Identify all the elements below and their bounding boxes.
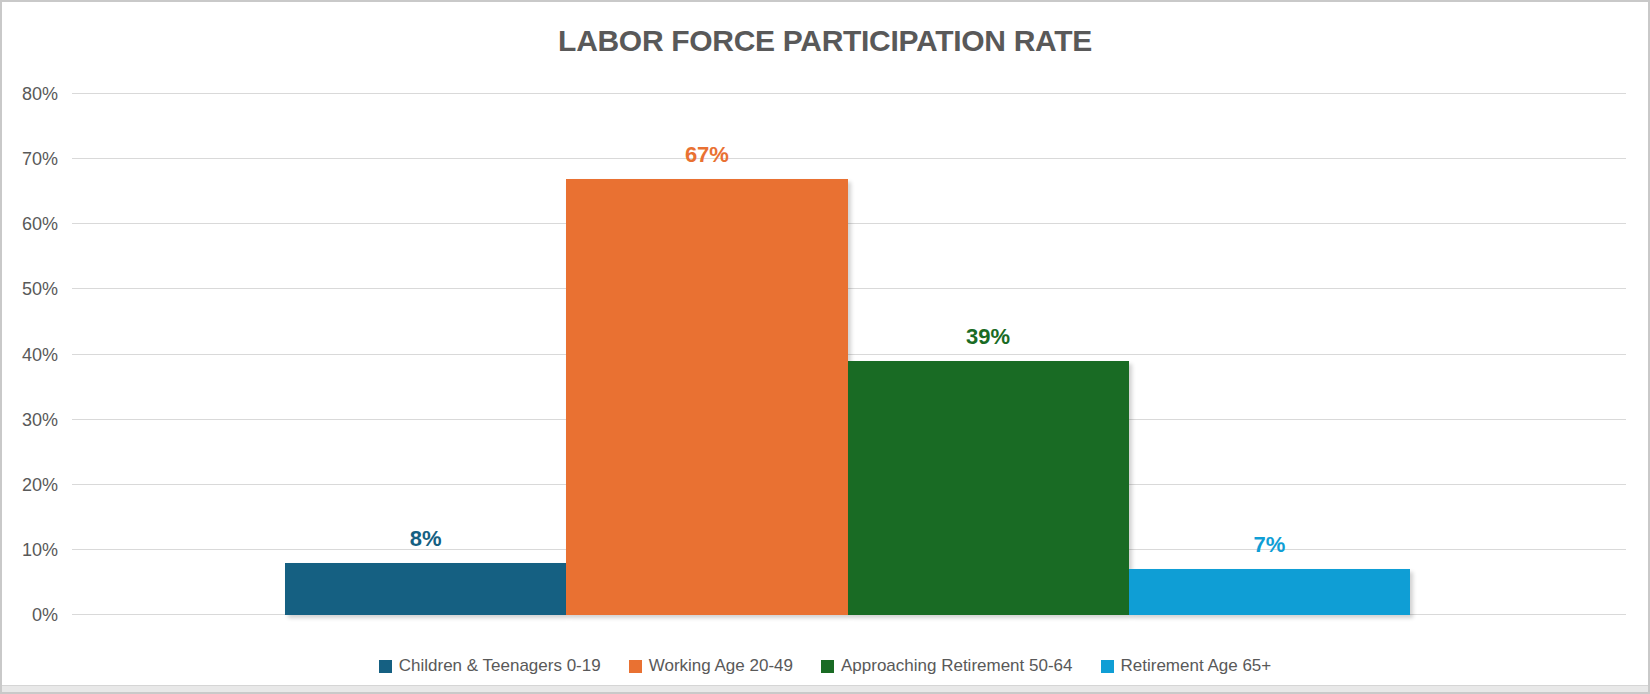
- legend-item: Working Age 20-49: [629, 656, 793, 676]
- y-axis-tick-label: 80%: [22, 83, 58, 105]
- bar-children-teenagers-0-19: 8%: [285, 563, 566, 615]
- y-axis-tick-label: 60%: [22, 213, 58, 235]
- legend-swatch: [379, 660, 392, 673]
- y-axis-tick-label: 20%: [22, 474, 58, 496]
- bar-group: 8%67%39%7%: [285, 94, 1410, 615]
- y-axis-tick-label: 0%: [32, 604, 58, 626]
- bar-value-label: 8%: [285, 527, 566, 551]
- y-axis-tick-label: 40%: [22, 344, 58, 366]
- bar-retirement-age-65+: 7%: [1129, 569, 1410, 615]
- y-axis: 0%10%20%30%40%50%60%70%80%: [2, 94, 58, 615]
- y-axis-tick-label: 10%: [22, 539, 58, 561]
- bar-value-label: 7%: [1129, 533, 1410, 557]
- chart-title: LABOR FORCE PARTICIPATION RATE: [2, 24, 1648, 58]
- legend-label: Approaching Retirement 50-64: [841, 656, 1073, 676]
- bar-value-label: 39%: [848, 325, 1129, 349]
- legend-label: Retirement Age 65+: [1121, 656, 1272, 676]
- y-axis-tick-label: 50%: [22, 278, 58, 300]
- legend-swatch: [821, 660, 834, 673]
- legend-label: Children & Teenagers 0-19: [399, 656, 601, 676]
- legend: Children & Teenagers 0-19 Working Age 20-…: [2, 656, 1648, 676]
- legend-item: Approaching Retirement 50-64: [821, 656, 1073, 676]
- y-axis-tick-label: 30%: [22, 409, 58, 431]
- bar-working-age-20-49: 67%: [566, 179, 847, 615]
- bar-approaching-retirement-50-64: 39%: [848, 361, 1129, 615]
- legend-item: Retirement Age 65+: [1101, 656, 1272, 676]
- legend-label: Working Age 20-49: [649, 656, 793, 676]
- legend-swatch: [629, 660, 642, 673]
- plot-area: 8%67%39%7%: [72, 94, 1626, 615]
- y-axis-tick-label: 70%: [22, 148, 58, 170]
- legend-item: Children & Teenagers 0-19: [379, 656, 601, 676]
- legend-swatch: [1101, 660, 1114, 673]
- bar-value-label: 67%: [566, 143, 847, 167]
- chart-canvas: LABOR FORCE PARTICIPATION RATE 8%67%39%7…: [0, 0, 1650, 694]
- bottom-edge-strip: [2, 685, 1648, 692]
